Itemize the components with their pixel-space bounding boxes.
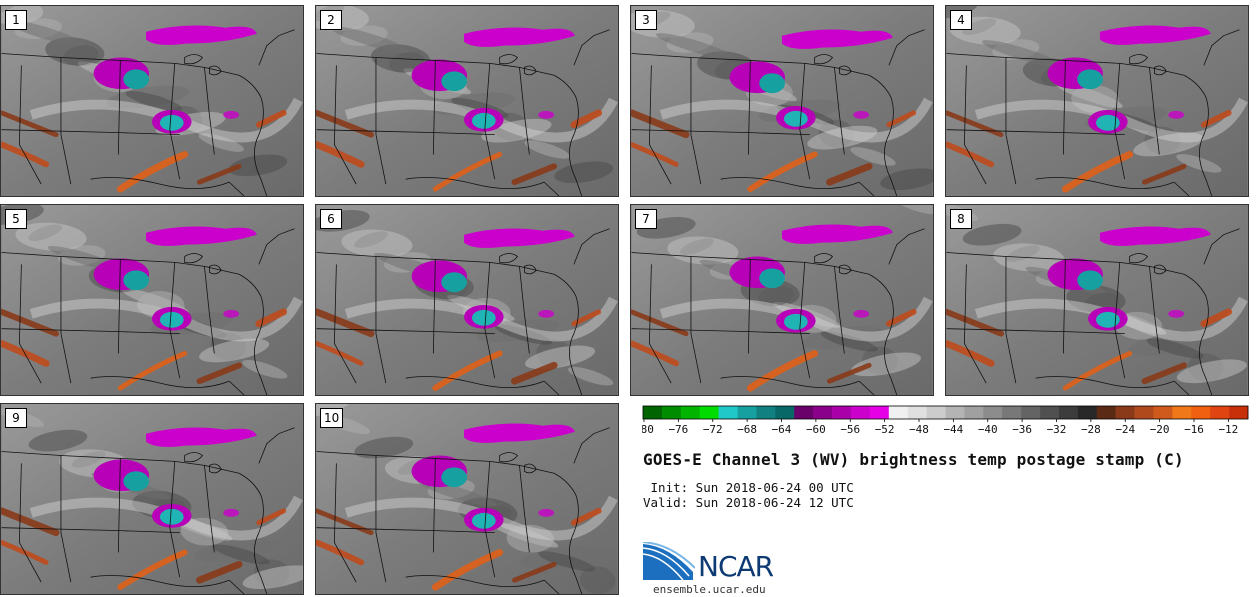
colorbar-swatch	[794, 406, 814, 419]
colorbar-tick-label: −52	[875, 423, 895, 436]
colorbar-swatch	[869, 406, 890, 419]
colorbar-swatch	[1172, 406, 1192, 419]
member-label: 10	[320, 408, 344, 428]
colorbar-swatch	[699, 406, 719, 419]
colorbar-tick-label: −80	[642, 423, 654, 436]
colorbar-swatch	[756, 406, 776, 419]
panel-6[interactable]: 6	[315, 204, 619, 396]
water-vapor-map	[946, 205, 1248, 395]
water-vapor-map	[316, 205, 618, 395]
valid-time: Valid: Sun 2018-06-24 12 UTC	[643, 495, 854, 510]
panel-7[interactable]: 7	[630, 204, 934, 396]
ncar-logo-text: NCAR	[698, 550, 774, 583]
colorbar-tick-label: −40	[978, 423, 998, 436]
colorbar-swatch	[1134, 406, 1154, 419]
colorbar-swatch	[888, 406, 908, 419]
member-label: 1	[5, 10, 27, 30]
colorbar-tick-label: −32	[1047, 423, 1067, 436]
init-time: Init: Sun 2018-06-24 00 UTC	[643, 480, 854, 495]
colorbar-tick-label: −48	[909, 423, 929, 436]
colorbar-tick-label: −16	[1184, 423, 1204, 436]
member-label: 2	[320, 10, 342, 30]
colorbar-swatch	[718, 406, 738, 419]
colorbar-swatch	[1021, 406, 1041, 419]
colorbar-tick-label: −44	[943, 423, 963, 436]
panel-3[interactable]: 3	[630, 5, 934, 197]
colorbar-tick-label: −64	[772, 423, 792, 436]
colorbar-swatch	[813, 406, 833, 419]
colorbar-swatch	[1210, 406, 1230, 419]
colorbar-tick-label: −56	[840, 423, 860, 436]
colorbar-swatch	[1229, 406, 1249, 419]
water-vapor-map	[1, 404, 303, 594]
colorbar-swatch	[680, 406, 701, 419]
member-label: 3	[635, 10, 657, 30]
colorbar-tick-label: −36	[1012, 423, 1032, 436]
figure-title: GOES-E Channel 3 (WV) brightness temp po…	[643, 450, 1184, 469]
colorbar-tick-label: −60	[806, 423, 826, 436]
colorbar-tick-label: −72	[703, 423, 723, 436]
colorbar-tick-label: −12	[1218, 423, 1238, 436]
colorbar-swatch	[1040, 406, 1060, 419]
water-vapor-map	[1, 6, 303, 196]
colorbar-swatch	[1077, 406, 1098, 419]
colorbar-swatch	[643, 406, 663, 419]
panel-5[interactable]: 5	[0, 204, 304, 396]
member-label: 4	[950, 10, 972, 30]
panel-8[interactable]: 8	[945, 204, 1249, 396]
panel-4[interactable]: 4	[945, 5, 1249, 197]
member-label: 6	[320, 209, 342, 229]
panel-1[interactable]: 1	[0, 5, 304, 197]
water-vapor-map	[631, 205, 933, 395]
colorbar-swatch	[1115, 406, 1135, 419]
colorbar-swatch	[1096, 406, 1116, 419]
colorbar: −80 −76 −72 −68 −64 −60 −56 −52 −48 −44 −40 −36 −32 −…	[642, 405, 1249, 436]
colorbar-swatch	[945, 406, 965, 419]
member-label: 7	[635, 209, 657, 229]
colorbar-swatch	[850, 406, 871, 419]
water-vapor-map	[631, 6, 933, 196]
panel-9[interactable]: 9	[0, 403, 304, 595]
colorbar-swatch	[775, 406, 795, 419]
water-vapor-map	[946, 6, 1248, 196]
colorbar-swatch	[926, 406, 946, 419]
site-url: ensemble.ucar.edu	[653, 583, 766, 596]
member-label: 5	[5, 209, 27, 229]
panel-10[interactable]: 10	[315, 403, 619, 595]
colorbar-swatch	[661, 406, 682, 419]
member-label: 8	[950, 209, 972, 229]
colorbar-swatch	[1153, 406, 1173, 419]
colorbar-swatch	[832, 406, 852, 419]
colorbar-tick-label: −28	[1081, 423, 1101, 436]
colorbar-swatch	[1191, 406, 1211, 419]
colorbar-tick-label: −24	[1115, 423, 1135, 436]
water-vapor-map	[316, 6, 618, 196]
colorbar-swatch	[964, 406, 984, 419]
colorbar-swatch	[737, 406, 757, 419]
ncar-logo-icon	[643, 542, 695, 581]
colorbar-swatch	[907, 406, 927, 419]
water-vapor-map	[1, 205, 303, 395]
colorbar-swatch	[1058, 406, 1079, 419]
water-vapor-map	[316, 404, 618, 594]
colorbar-swatch	[983, 406, 1003, 419]
colorbar-tick-label: −20	[1150, 423, 1170, 436]
member-label: 9	[5, 408, 27, 428]
colorbar-tick-label: −76	[668, 423, 688, 436]
panel-2[interactable]: 2	[315, 5, 619, 197]
colorbar-tick-label: −68	[737, 423, 757, 436]
colorbar-swatch	[1002, 406, 1022, 419]
